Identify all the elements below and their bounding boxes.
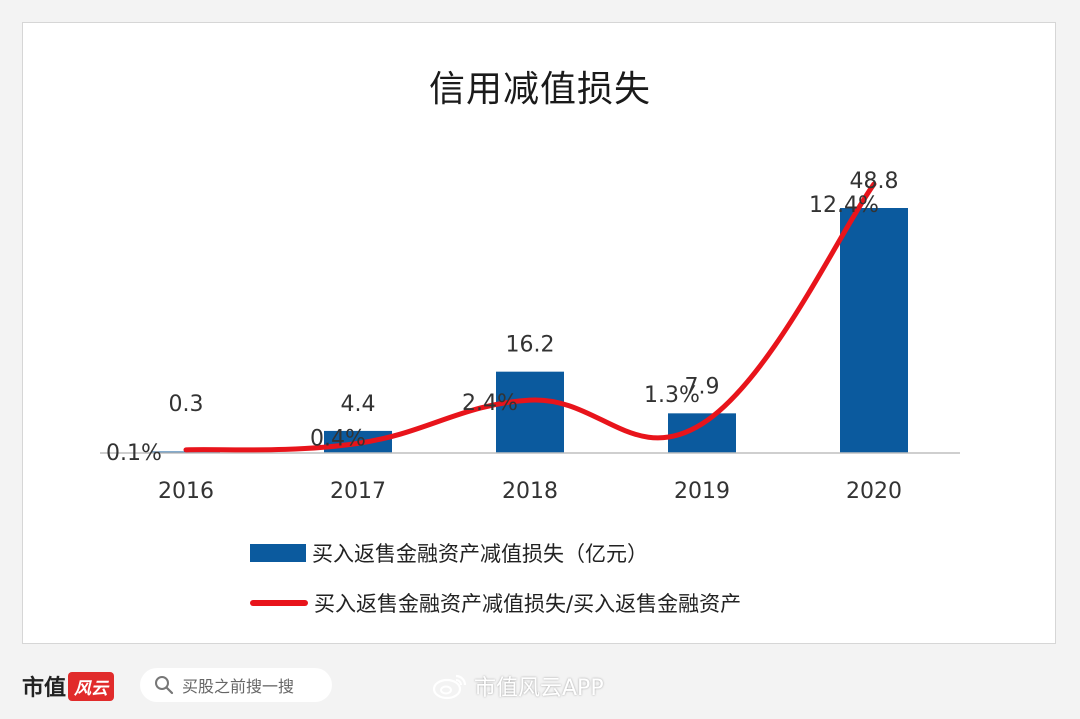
line-value-label-2017: 0.4% — [310, 426, 366, 451]
bar-value-label-2016: 0.3 — [169, 392, 204, 417]
line-value-label-2016: 0.1% — [106, 441, 162, 466]
legend-item-bar: 买入返售金融资产减值损失（亿元） — [250, 538, 648, 568]
brand-logo: 市值 风云 — [22, 670, 115, 702]
search-placeholder: 买股之前搜一搜 — [182, 677, 295, 696]
line-value-label-2019: 1.3% — [644, 383, 700, 408]
x-tick-label-2020: 2020 — [846, 479, 902, 504]
legend-label-line: 买入返售金融资产减值损失/买入返售金融资产 — [314, 592, 742, 616]
bar-value-label-2020: 48.8 — [850, 169, 899, 194]
weibo-account: 市值风云APP — [432, 670, 604, 702]
bar-value-label-2019: 7.9 — [685, 374, 720, 399]
x-tick-label-2017: 2017 — [330, 479, 386, 504]
search-box[interactable]: 买股之前搜一搜 — [140, 668, 332, 702]
legend-item-line: 买入返售金融资产减值损失/买入返售金融资产 — [250, 588, 741, 618]
x-tick-label-2016: 2016 — [158, 479, 214, 504]
weibo-account-name: 市值风云APP — [474, 676, 604, 701]
legend-label-bar: 买入返售金融资产减值损失（亿元） — [312, 542, 648, 566]
weibo-icon — [432, 674, 467, 700]
search-icon — [155, 676, 174, 695]
legend-swatch-line — [250, 600, 308, 606]
x-tick-label-2019: 2019 — [674, 479, 730, 504]
legend-swatch-bar — [250, 544, 306, 562]
bar-2018 — [496, 371, 564, 453]
ratio-line — [183, 181, 877, 453]
footer: 市值 风云 买股之前搜一搜 市值风云APP — [0, 656, 1080, 719]
brand-name: 市值 — [22, 676, 67, 701]
bar-value-label-2017: 4.4 — [341, 392, 376, 417]
line-value-label-2020: 12.4% — [809, 193, 879, 218]
brand-badge: 风云 — [68, 671, 115, 701]
bar-2020 — [840, 208, 908, 453]
line-value-label-2018: 2.4% — [462, 391, 518, 416]
bar-value-label-2018: 16.2 — [506, 333, 555, 358]
chart-title: 信用减值损失 — [428, 69, 651, 110]
x-tick-label-2018: 2018 — [502, 479, 558, 504]
